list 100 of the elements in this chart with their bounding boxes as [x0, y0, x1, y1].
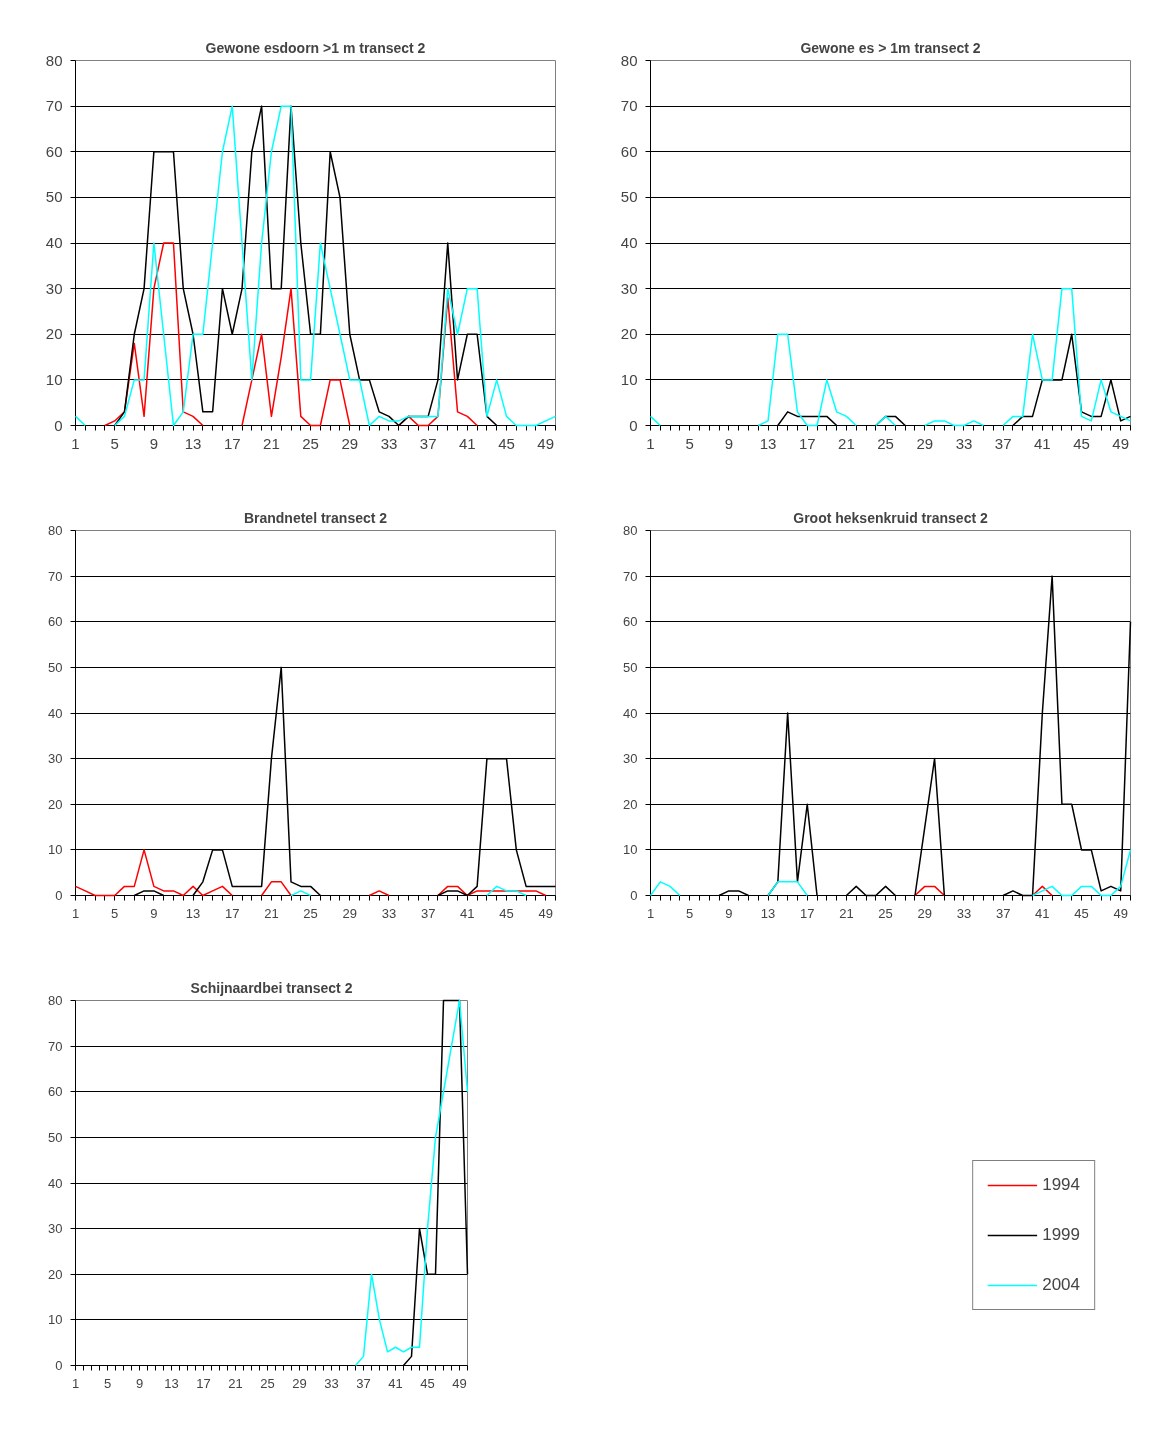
y-tick-label: 40 [623, 705, 638, 721]
x-tick-label: 25 [302, 434, 319, 452]
y-tick-label: 30 [45, 279, 63, 297]
x-tick-label: 49 [1112, 434, 1130, 452]
x-tick-label: 17 [225, 905, 240, 921]
y-tick-label: 10 [48, 842, 63, 858]
x-tick-label: 29 [342, 905, 358, 921]
x-tick-label: 41 [388, 1375, 403, 1391]
y-tick-label: 20 [623, 796, 638, 812]
x-tick-label: 9 [150, 905, 158, 921]
x-tick-label: 21 [263, 434, 280, 452]
y-tick-label: 10 [620, 370, 638, 388]
y-tick-label: 80 [48, 523, 63, 538]
chart-title: Brandnetel transect 2 [243, 509, 388, 526]
x-tick-label: 45 [498, 434, 515, 452]
x-tick-label: 37 [994, 434, 1012, 452]
y-tick-label: 70 [45, 97, 63, 115]
y-tick-label: 60 [48, 614, 63, 630]
x-tick-label: 33 [956, 905, 972, 921]
chart-title: Groot heksenkruid transect 2 [793, 509, 988, 526]
y-tick-label: 60 [45, 142, 63, 160]
y-tick-label: 50 [48, 659, 63, 675]
x-tick-label: 5 [686, 905, 694, 921]
x-tick-label: 29 [292, 1375, 307, 1391]
legend-label: 1994 [1042, 1175, 1080, 1195]
x-tick-label: 1 [646, 434, 655, 452]
legend-label: 2004 [1042, 1275, 1080, 1295]
x-tick-label: 1 [71, 1375, 80, 1391]
x-tick-label: 41 [458, 434, 476, 452]
y-tick-label: 50 [48, 1129, 63, 1145]
y-tick-label: 40 [48, 1175, 63, 1191]
y-tick-label: 0 [55, 1358, 63, 1373]
x-tick-label: 25 [260, 1375, 275, 1391]
x-tick-label: 33 [955, 434, 973, 452]
y-tick-label: 50 [45, 188, 63, 206]
x-tick-label: 13 [759, 434, 777, 452]
x-tick-label: 21 [228, 1375, 243, 1391]
y-tick-label: 30 [620, 279, 638, 297]
y-tick-label: 20 [48, 796, 63, 812]
y-tick-label: 10 [623, 842, 638, 858]
y-tick-label: 60 [620, 142, 638, 160]
x-tick-label: 37 [356, 1375, 371, 1391]
x-tick-label: 5 [110, 434, 119, 452]
x-tick-label: 49 [452, 1375, 467, 1391]
chart-title: Gewone esdoorn >1 m transect 2 [205, 39, 426, 56]
x-tick-label: 9 [724, 434, 734, 452]
y-tick-label: 0 [54, 416, 63, 434]
x-tick-label: 45 [420, 1375, 435, 1391]
x-tick-label: 17 [798, 434, 816, 452]
x-tick-label: 9 [725, 905, 733, 921]
y-tick-label: 0 [629, 416, 638, 434]
y-tick-label: 60 [623, 614, 638, 630]
x-tick-label: 25 [878, 905, 893, 921]
y-tick-label: 70 [48, 568, 63, 584]
y-tick-label: 40 [45, 234, 63, 251]
y-tick-label: 20 [48, 1266, 63, 1282]
x-tick-label: 21 [838, 434, 855, 452]
y-tick-label: 50 [623, 659, 638, 675]
x-tick-label: 41 [1035, 905, 1050, 921]
legend-label: 1999 [1042, 1225, 1080, 1245]
y-tick-label: 80 [623, 523, 638, 538]
y-tick-label: 40 [48, 705, 63, 721]
x-tick-label: 13 [164, 1375, 179, 1391]
x-tick-label: 49 [537, 434, 555, 452]
x-tick-label: 45 [499, 905, 514, 921]
chart-title: Schijnaardbei transect 2 [190, 979, 353, 996]
x-tick-label: 37 [420, 905, 436, 921]
line-series [354, 999, 469, 1367]
y-tick-label: 80 [48, 993, 63, 1008]
x-tick-label: 41 [460, 905, 475, 921]
x-tick-label: 13 [184, 434, 202, 452]
x-tick-label: 29 [917, 905, 933, 921]
x-tick-label: 33 [380, 434, 398, 452]
y-tick-label: 10 [45, 370, 63, 388]
y-tick-label: 0 [55, 888, 63, 903]
x-tick-label: 17 [223, 434, 241, 452]
x-tick-label: 33 [381, 905, 397, 921]
y-tick-label: 10 [48, 1312, 63, 1328]
y-tick-label: 30 [48, 751, 63, 767]
x-tick-label: 49 [538, 905, 553, 921]
y-tick-label: 40 [620, 234, 638, 251]
x-tick-label: 17 [196, 1375, 211, 1391]
x-tick-label: 5 [111, 905, 119, 921]
x-tick-label: 1 [71, 905, 80, 921]
x-tick-label: 45 [1073, 434, 1090, 452]
x-tick-label: 17 [800, 905, 815, 921]
x-tick-label: 5 [103, 1375, 112, 1391]
y-tick-label: 70 [623, 568, 638, 584]
x-tick-label: 37 [995, 905, 1011, 921]
x-tick-label: 41 [1033, 434, 1051, 452]
y-tick-label: 30 [623, 751, 638, 767]
y-tick-label: 50 [620, 188, 638, 206]
y-tick-label: 60 [48, 1084, 63, 1100]
x-tick-label: 29 [341, 434, 359, 452]
x-tick-label: 1 [646, 905, 655, 921]
y-tick-label: 30 [48, 1221, 63, 1237]
x-tick-label: 25 [877, 434, 894, 452]
x-tick-label: 33 [324, 1375, 339, 1391]
x-tick-label: 5 [685, 434, 694, 452]
x-tick-label: 13 [760, 905, 776, 921]
